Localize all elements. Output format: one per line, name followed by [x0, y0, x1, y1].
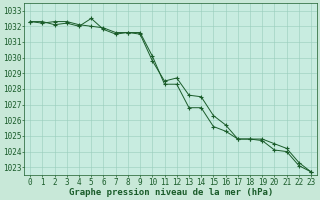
X-axis label: Graphe pression niveau de la mer (hPa): Graphe pression niveau de la mer (hPa): [68, 188, 273, 197]
